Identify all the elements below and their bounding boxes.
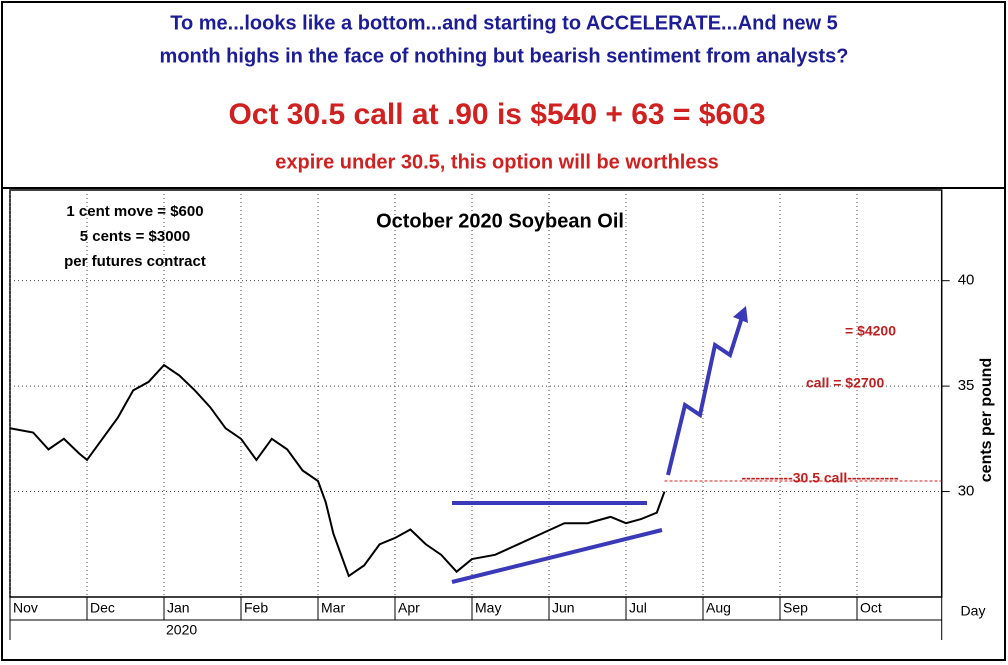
x-tick-label: Dec <box>90 600 115 616</box>
x-tick-label: Feb <box>244 600 268 616</box>
target-label: call = $2700 <box>806 375 884 391</box>
trend-line <box>451 528 663 584</box>
header-line: month highs in the face of nothing but b… <box>160 45 849 67</box>
note: per futures contract <box>64 253 206 270</box>
projection-arrow <box>666 313 745 476</box>
x-tick-label: Jun <box>552 600 575 616</box>
plot: 30 35 40 Nov Dec Jan Feb Mar Apr May Jun Jul Aug Sep O… <box>9 189 995 640</box>
headline: Oct 30.5 call at .90 is $540 + 63 = $603 <box>228 98 765 131</box>
y-tick-label: 35 <box>958 377 975 394</box>
header-line: To me...looks like a bottom...and starti… <box>170 12 837 34</box>
x-axis-label: Day <box>961 603 986 619</box>
x-tick-label: Aug <box>706 600 731 616</box>
x-tick-label: May <box>475 600 501 616</box>
x-tick-label: Sep <box>783 600 808 616</box>
strike-label: -----------30.5 call----------- <box>741 470 898 486</box>
x-tick-label: Nov <box>13 600 38 616</box>
arrow-head <box>733 306 748 323</box>
target-label: = $4200 <box>845 323 896 339</box>
note: 5 cents = $3000 <box>80 228 191 245</box>
chart-title: October 2020 Soybean Oil <box>376 210 624 232</box>
note: 1 cent move = $600 <box>66 203 203 220</box>
x-tick-label: Mar <box>321 600 345 616</box>
subline: expire under 30.5, this option will be w… <box>275 151 718 173</box>
y-axis-label: cents per pound <box>978 358 995 482</box>
x-tick-label: Oct <box>860 600 882 616</box>
y-tick-label: 40 <box>958 272 975 289</box>
price-line <box>9 363 666 578</box>
x-tick-label: Jan <box>167 600 190 616</box>
y-tick-label: 30 <box>958 483 975 500</box>
x-tick-label: Apr <box>398 600 420 616</box>
plot-area <box>9 189 943 598</box>
year-label: 2020 <box>166 622 197 638</box>
x-tick-label: Jul <box>629 600 647 616</box>
